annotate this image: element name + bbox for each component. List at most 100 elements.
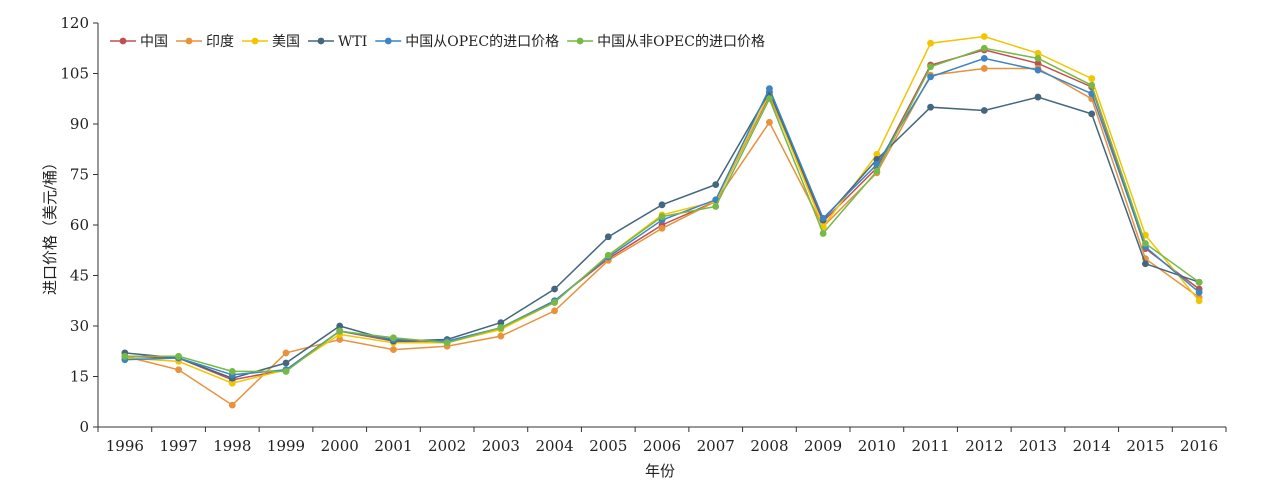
data-point — [336, 322, 344, 330]
x-tick-label: 2012 — [965, 437, 1003, 455]
data-point — [228, 401, 236, 409]
legend-swatch-marker — [119, 37, 127, 45]
x-tick-label: 1999 — [267, 437, 305, 455]
data-point — [927, 39, 934, 47]
legend-swatch-marker — [185, 37, 193, 45]
data-point — [712, 181, 720, 189]
data-point — [282, 349, 290, 357]
data-point — [1088, 110, 1096, 118]
legend-label: 中国 — [140, 34, 168, 50]
legend-label: WTI — [338, 34, 367, 50]
data-point — [980, 44, 988, 52]
x-tick-label: 2001 — [374, 437, 412, 455]
series-line — [124, 90, 1200, 379]
x-tick-label: 2003 — [482, 437, 520, 455]
data-point — [336, 336, 344, 343]
data-point — [497, 319, 505, 327]
legend-label: 美国 — [272, 34, 300, 50]
data-point — [1195, 278, 1203, 286]
series-3 — [121, 88, 1203, 382]
data-point — [228, 368, 236, 375]
data-point — [1195, 297, 1203, 305]
y-tick-label: 75 — [70, 166, 89, 184]
x-tick-label: 2002 — [428, 437, 466, 455]
data-point — [282, 359, 290, 367]
data-point — [604, 251, 612, 259]
y-tick-label: 45 — [70, 267, 89, 285]
data-point — [980, 107, 988, 114]
data-point — [873, 150, 881, 158]
x-tick-label: 1998 — [213, 437, 251, 455]
data-point — [927, 103, 934, 111]
data-point — [1195, 288, 1203, 296]
x-tick-label: 2009 — [804, 437, 842, 455]
data-point — [1034, 54, 1042, 62]
series-layer — [121, 33, 1203, 409]
data-point — [658, 224, 666, 232]
data-point — [766, 85, 773, 93]
x-tick-label: 1996 — [106, 437, 144, 455]
legend-item: 中国从OPEC的进口价格 — [375, 34, 559, 50]
data-point — [1034, 49, 1042, 57]
data-point — [766, 118, 773, 126]
legend-item: 美国 — [242, 34, 300, 50]
x-tick-label: 2016 — [1180, 437, 1218, 455]
tick-labels: 0 15 30 45 60 75 90 105 120 1996 1997 1998 1999 2000 2… — [60, 14, 1218, 455]
data-point — [1142, 240, 1149, 247]
legend: 中国 印度 美国 WTI 中国从OPEC的进口价格 中国从非OPEC的进口价格 — [110, 34, 765, 50]
data-point — [282, 368, 290, 375]
x-tick-label: 2015 — [1126, 437, 1164, 455]
data-point — [1034, 93, 1042, 101]
series-1 — [121, 65, 1203, 409]
legend-item: 印度 — [176, 34, 234, 50]
data-point — [497, 324, 505, 332]
x-tick-label: 2013 — [1019, 437, 1057, 455]
data-point — [980, 65, 988, 72]
data-point — [658, 201, 666, 209]
data-point — [336, 327, 344, 335]
x-tick-label: 2004 — [535, 437, 573, 455]
data-point — [1034, 66, 1042, 74]
data-point — [766, 95, 773, 103]
series-2 — [121, 33, 1203, 387]
legend-label: 中国从OPEC的进口价格 — [405, 34, 559, 50]
data-point — [712, 203, 720, 210]
data-point — [819, 214, 827, 222]
y-tick-label: 105 — [60, 65, 89, 83]
data-point — [980, 33, 988, 40]
legend-item: 中国从非OPEC的进口价格 — [567, 34, 765, 50]
data-point — [551, 307, 558, 315]
data-point — [927, 73, 934, 81]
y-axis-title: 进口价格（美元/桶） — [41, 155, 59, 295]
x-axis-title: 年份 — [645, 462, 675, 480]
data-point — [390, 346, 397, 353]
legend-label: 印度 — [206, 34, 234, 50]
legend-swatch-marker — [317, 37, 325, 45]
data-point — [175, 352, 182, 360]
y-tick-label: 120 — [60, 14, 89, 32]
data-point — [819, 230, 827, 237]
legend-swatch-marker — [576, 37, 584, 45]
data-point — [551, 285, 558, 293]
data-point — [497, 332, 505, 340]
data-point — [927, 63, 934, 71]
data-point — [873, 161, 881, 168]
legend-item: WTI — [308, 34, 367, 50]
data-point — [1142, 260, 1149, 268]
series-line — [124, 35, 1200, 384]
data-point — [658, 213, 666, 220]
data-point — [551, 299, 558, 306]
y-tick-label: 90 — [70, 115, 89, 133]
data-point — [873, 167, 881, 175]
x-tick-label: 2006 — [643, 437, 681, 455]
data-point — [228, 379, 236, 387]
data-point — [175, 366, 182, 374]
y-tick-label: 15 — [70, 368, 89, 386]
data-point — [1088, 75, 1096, 82]
data-point — [1088, 81, 1096, 89]
data-point — [121, 352, 129, 360]
legend-swatch-marker — [251, 37, 259, 45]
data-point — [390, 334, 397, 342]
x-tick-label: 2000 — [321, 437, 359, 455]
legend-item: 中国 — [110, 34, 168, 50]
